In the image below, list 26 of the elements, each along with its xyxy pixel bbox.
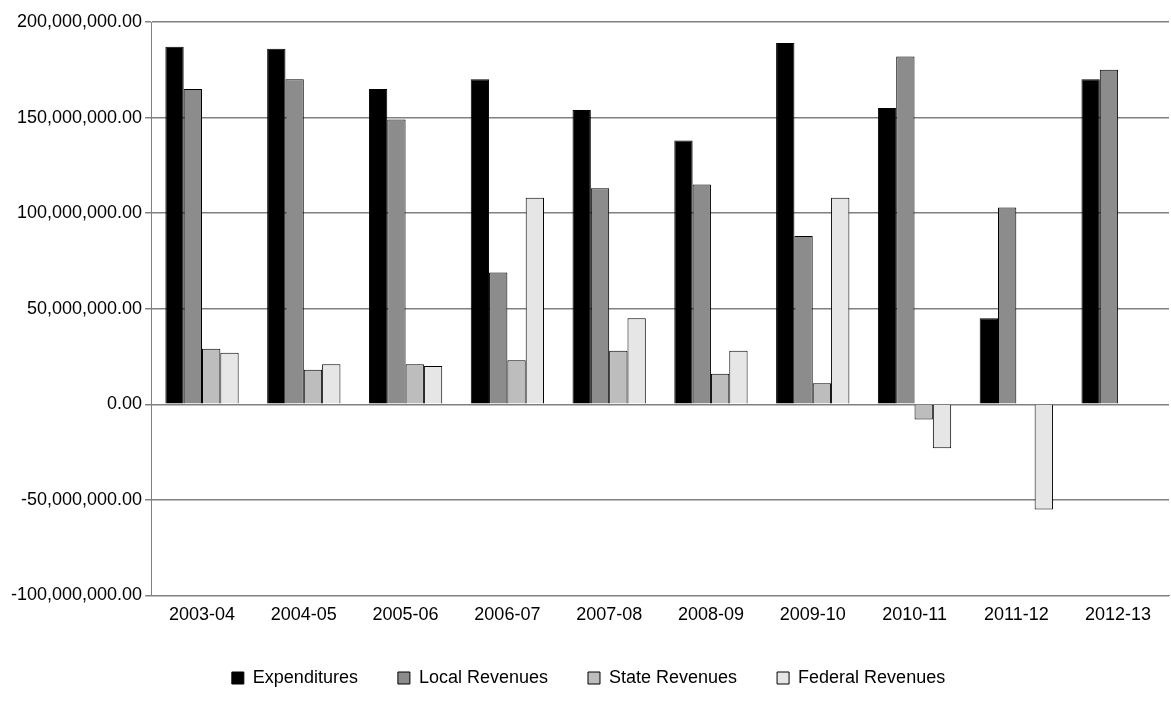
- bar: [674, 140, 693, 404]
- x-tick-label: 2007-08: [576, 604, 643, 625]
- bar: [368, 88, 388, 404]
- y-tick-label: 50,000,000.00: [26, 297, 143, 318]
- x-tick-label: 2011-12: [983, 604, 1049, 625]
- bar: [877, 108, 897, 404]
- bar: [267, 48, 286, 404]
- x-tick-label: 2012-13: [1085, 604, 1152, 625]
- x-tick-label: 2004-05: [270, 604, 337, 625]
- y-tick-label: 200,000,000.00: [16, 10, 143, 31]
- y-tick-label: 150,000,000.00: [16, 106, 143, 127]
- y-tick-label: -100,000,000.00: [10, 584, 143, 605]
- bar: [470, 79, 490, 404]
- x-tick-label: 2005-06: [372, 604, 439, 625]
- legend-label: Federal Revenues: [798, 666, 946, 687]
- y-tick-label: 100,000,000.00: [16, 202, 143, 223]
- x-tick-label: 2006-07: [474, 604, 541, 625]
- legend-label: State Revenues: [608, 666, 738, 687]
- x-tick-label: 2010-11: [882, 604, 947, 625]
- y-tick-label: 0.00: [107, 393, 143, 414]
- x-tick-label: 2003-04: [168, 604, 236, 625]
- x-tick-label: 2009-10: [779, 604, 846, 625]
- legend-label: Local Revenues: [418, 666, 548, 687]
- legend-label: Expenditures: [252, 666, 358, 687]
- x-tick-label: 2008-09: [677, 604, 744, 625]
- y-tick-label: -50,000,000.00: [21, 488, 143, 509]
